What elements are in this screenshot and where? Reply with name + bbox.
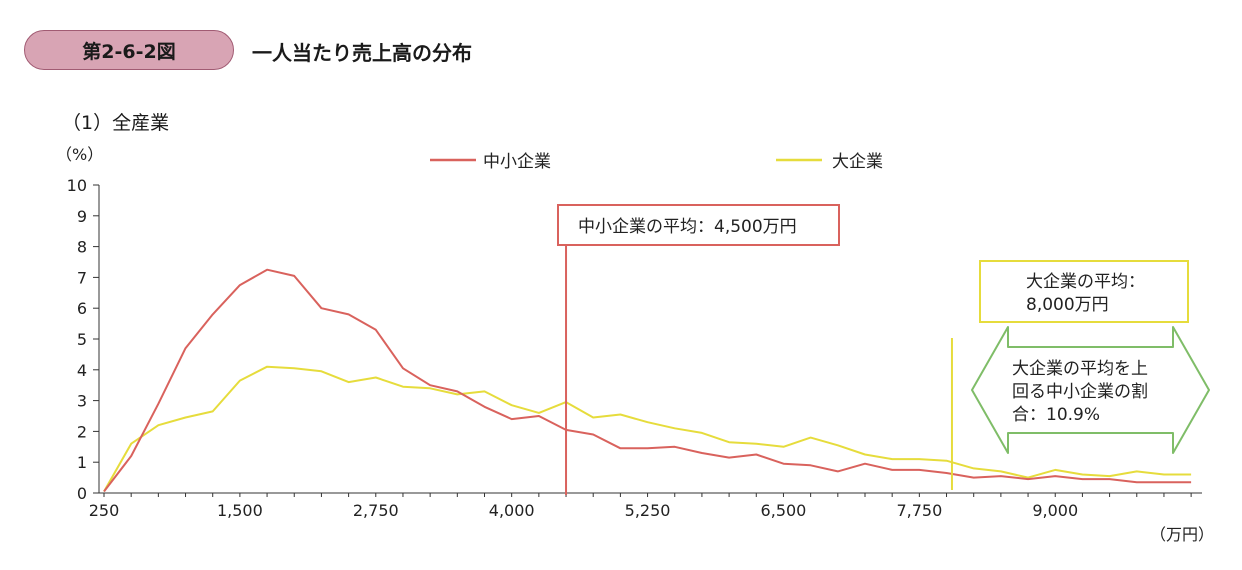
annotation-text-line2: 回る中小企業の割 bbox=[1012, 382, 1148, 402]
y-tick-label: 8 bbox=[77, 238, 87, 257]
x-tick-label: 9,000 bbox=[1032, 501, 1078, 520]
y-tick-label: 3 bbox=[77, 392, 87, 411]
sme-average-callout bbox=[557, 204, 840, 246]
y-tick-label: 4 bbox=[77, 361, 87, 380]
y-tick-label: 2 bbox=[77, 422, 87, 441]
x-tick-label: 250 bbox=[89, 501, 120, 520]
share-above-average-arrow bbox=[971, 326, 1210, 454]
y-tick-label: 5 bbox=[77, 330, 87, 349]
y-tick-label: 0 bbox=[77, 484, 87, 503]
y-axis-unit-label: （%） bbox=[56, 145, 103, 164]
page-title: 一人当たり売上高の分布 bbox=[252, 41, 472, 65]
chart-subtitle: （1）全産業 bbox=[62, 112, 170, 134]
x-tick-label: 4,000 bbox=[489, 501, 535, 520]
legend-label-sme: 中小企業 bbox=[483, 152, 551, 172]
y-axis-ticks: 0 1 2 3 4 5 6 7 8 9 10 bbox=[67, 176, 99, 503]
sme-average-text: 中小企業の平均：4,500万円 bbox=[578, 217, 797, 237]
series-line-large bbox=[103, 365, 1192, 492]
x-tick-label: 5,250 bbox=[625, 501, 671, 520]
y-tick-label: 9 bbox=[77, 207, 87, 226]
figure-number-badge: 第2-6-2図 bbox=[24, 30, 234, 70]
legend: 中小企業 大企業 bbox=[430, 152, 883, 172]
large-average-callout bbox=[979, 260, 1189, 323]
legend-label-large: 大企業 bbox=[832, 152, 883, 172]
x-tick-label: 2,750 bbox=[353, 501, 399, 520]
annotation-text-line3: 合：10.9% bbox=[1012, 405, 1100, 425]
x-tick-label: 1,500 bbox=[217, 501, 263, 520]
x-tick-label: 7,750 bbox=[896, 501, 942, 520]
y-tick-label: 6 bbox=[77, 299, 87, 318]
large-average-text-line1: 大企業の平均： bbox=[1026, 272, 1145, 292]
y-tick-label: 7 bbox=[77, 268, 87, 287]
annotation-text-line1: 大企業の平均を上 bbox=[1012, 359, 1148, 379]
y-tick-label: 1 bbox=[77, 453, 87, 472]
large-average-text-line2: 8,000万円 bbox=[1026, 295, 1109, 315]
y-tick-label: 10 bbox=[67, 176, 87, 195]
x-axis-unit-label: （万円） bbox=[1150, 525, 1214, 544]
x-tick-label: 6,500 bbox=[761, 501, 807, 520]
x-axis-ticks: 250 1,500 2,750 4,000 5,250 6,500 7,750 9,000 bbox=[89, 493, 1192, 520]
series-line-sme bbox=[103, 268, 1192, 493]
figure-number: 第2-6-2図 bbox=[82, 40, 176, 63]
